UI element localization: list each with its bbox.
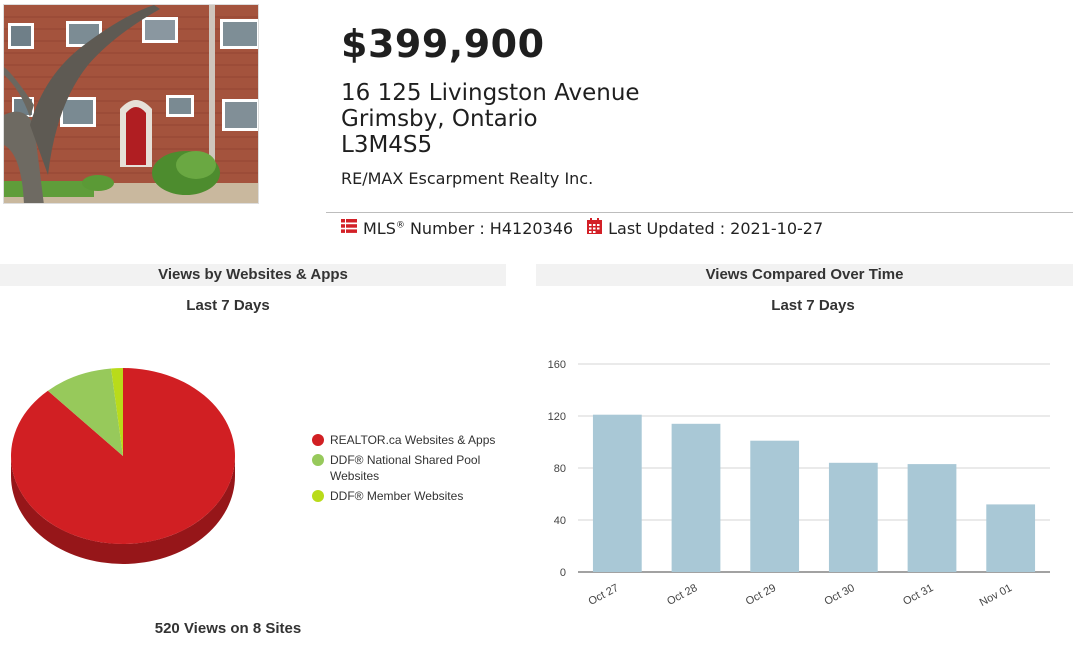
time-panel-title: Views Compared Over Time (536, 264, 1073, 286)
bar[interactable] (750, 440, 800, 572)
x-tick-label: Oct 27 (586, 582, 620, 608)
bar[interactable] (671, 423, 721, 572)
views-total: 520 Views on 8 Sites (154, 620, 302, 637)
listing-meta: MLS® Number : H4120346 Last Updated : 20… (341, 218, 823, 238)
y-tick-label: 120 (548, 411, 566, 423)
legend-label: REALTOR.ca Websites & Apps (330, 433, 496, 447)
last-updated: Last Updated : 2021-10-27 (608, 218, 824, 238)
list-icon (341, 218, 357, 238)
legend-label: DDF® Member Websites (330, 489, 464, 503)
views-pie-chart (10, 368, 235, 564)
address-postal-code: L3M4S5 (341, 132, 433, 158)
legend-item[interactable]: DDF® Member Websites (312, 488, 500, 504)
pie-legend: REALTOR.ca Websites & Apps DDF® National… (312, 432, 500, 508)
legend-swatch (312, 454, 324, 466)
views-bar-chart: 0 40 80 120 160 Oct 27 Oct 28 Oct 29 Oct 30 Oct 3… (548, 359, 1050, 609)
mls-number-value: Number : H4120346 (404, 218, 574, 238)
y-tick-label: 0 (560, 567, 566, 579)
mls-number: MLS® Number : H4120346 (363, 219, 573, 238)
y-tick-label: 160 (548, 359, 566, 371)
address-street: 16 125 Livingston Avenue (341, 80, 640, 106)
bar[interactable] (986, 504, 1036, 572)
x-tick-label: Oct 29 (744, 582, 778, 608)
websites-panel-subtitle: Last 7 Days (186, 297, 270, 314)
legend-swatch (312, 434, 324, 446)
pie-slice-side (11, 456, 235, 564)
calendar-icon (587, 218, 603, 238)
pie-slice[interactable] (10, 368, 235, 544)
legend-item[interactable]: DDF® National Shared Pool Websites (312, 452, 500, 484)
legend-label: DDF® National Shared Pool Websites (330, 453, 481, 483)
websites-panel-title: Views by Websites & Apps (0, 264, 506, 286)
mls-label: MLS (363, 218, 396, 238)
bar[interactable] (592, 414, 642, 572)
x-tick-label: Nov 01 (978, 582, 1014, 609)
address-city: Grimsby, Ontario (341, 106, 538, 132)
x-tick-label: Oct 30 (822, 582, 856, 608)
pie-slice[interactable] (111, 368, 123, 456)
property-photo[interactable] (3, 4, 259, 204)
legend-swatch (312, 490, 324, 502)
y-tick-label: 80 (554, 463, 566, 475)
time-panel-subtitle: Last 7 Days (771, 297, 855, 314)
x-tick-label: Oct 31 (901, 582, 935, 608)
header-divider (326, 212, 1073, 213)
mls-registered-mark: ® (395, 220, 405, 231)
x-tick-label: Oct 28 (665, 582, 699, 608)
brokerage-name: RE/MAX Escarpment Realty Inc. (341, 169, 594, 188)
listing-address: 16 125 Livingston Avenue Grimsby, Ontari… (341, 80, 640, 158)
y-tick-label: 40 (554, 515, 566, 527)
legend-item[interactable]: REALTOR.ca Websites & Apps (312, 432, 500, 448)
listing-price: $399,900 (341, 22, 545, 66)
property-photo-image (4, 5, 258, 203)
bar[interactable] (907, 464, 957, 572)
pie-slice[interactable] (47, 368, 123, 456)
bar[interactable] (828, 462, 878, 572)
